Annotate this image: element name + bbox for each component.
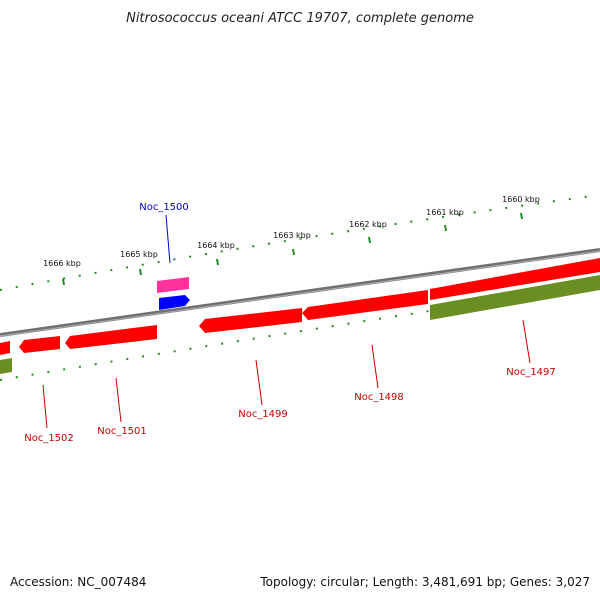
gene-labels: Noc_1500 Noc_1502 Noc_1501 Noc_1499 Noc_… — [24, 202, 556, 444]
kbp-labels: 1666 kbp 1665 kbp 1664 kbp 1663 kbp 1662… — [43, 195, 540, 268]
accession-text: Accession: NC_007484 — [10, 575, 146, 589]
gene-noc-1502 — [19, 336, 60, 353]
gene-noc-1501 — [65, 325, 157, 349]
kbp-tick — [216, 258, 219, 266]
gene-noc-1499 — [199, 308, 302, 333]
kbp-label: 1660 kbp — [502, 195, 540, 204]
genome-summary-text: Topology: circular; Length: 3,481,691 bp… — [259, 575, 590, 589]
kbp-label: 1663 kbp — [273, 231, 311, 240]
gene-label: Noc_1501 — [97, 426, 147, 437]
gene-label: Noc_1502 — [24, 433, 74, 444]
leader-noc-1501 — [115, 377, 122, 423]
kbp-tick — [292, 248, 295, 256]
leader-noc-1502 — [42, 384, 48, 429]
forward-genes — [157, 258, 600, 310]
gene-label: Noc_1497 — [506, 367, 556, 378]
kbp-tick — [444, 224, 447, 232]
kbp-label: 1665 kbp — [120, 250, 158, 259]
outer-tick-ring — [0, 194, 600, 291]
genome-backbone — [0, 248, 600, 337]
kbp-tick — [62, 278, 65, 286]
leader-noc-1497 — [522, 319, 531, 364]
kbp-label: 1666 kbp — [43, 259, 81, 268]
forward-gene-pink — [157, 277, 189, 293]
map-title: Nitrosococcus oceani ATCC 19707, complet… — [126, 11, 474, 26]
gene-label: Noc_1498 — [354, 392, 404, 403]
forward-gene-blue — [159, 295, 190, 310]
forward-gene-red — [430, 258, 600, 300]
kbp-tick — [368, 236, 371, 244]
gene-olive-left — [0, 358, 12, 374]
kbp-label: 1662 kbp — [349, 220, 387, 229]
reverse-genes — [0, 275, 600, 374]
leader-noc-1498 — [371, 344, 379, 389]
gene-noc-1503 — [0, 341, 10, 355]
kbp-tick — [520, 212, 523, 220]
genome-backbone-highlight — [0, 250, 600, 337]
gene-label: Noc_1499 — [238, 409, 288, 420]
kbp-tick — [139, 268, 142, 276]
label-leaders — [42, 214, 531, 429]
gene-noc-1497 — [430, 275, 600, 320]
leader-noc-1499 — [255, 359, 263, 406]
kbp-label: 1661 kbp — [426, 208, 464, 217]
gene-label: Noc_1500 — [139, 202, 189, 213]
leader-noc-1500 — [165, 214, 171, 264]
kbp-label: 1664 kbp — [197, 241, 235, 250]
gene-noc-1498 — [302, 290, 428, 320]
